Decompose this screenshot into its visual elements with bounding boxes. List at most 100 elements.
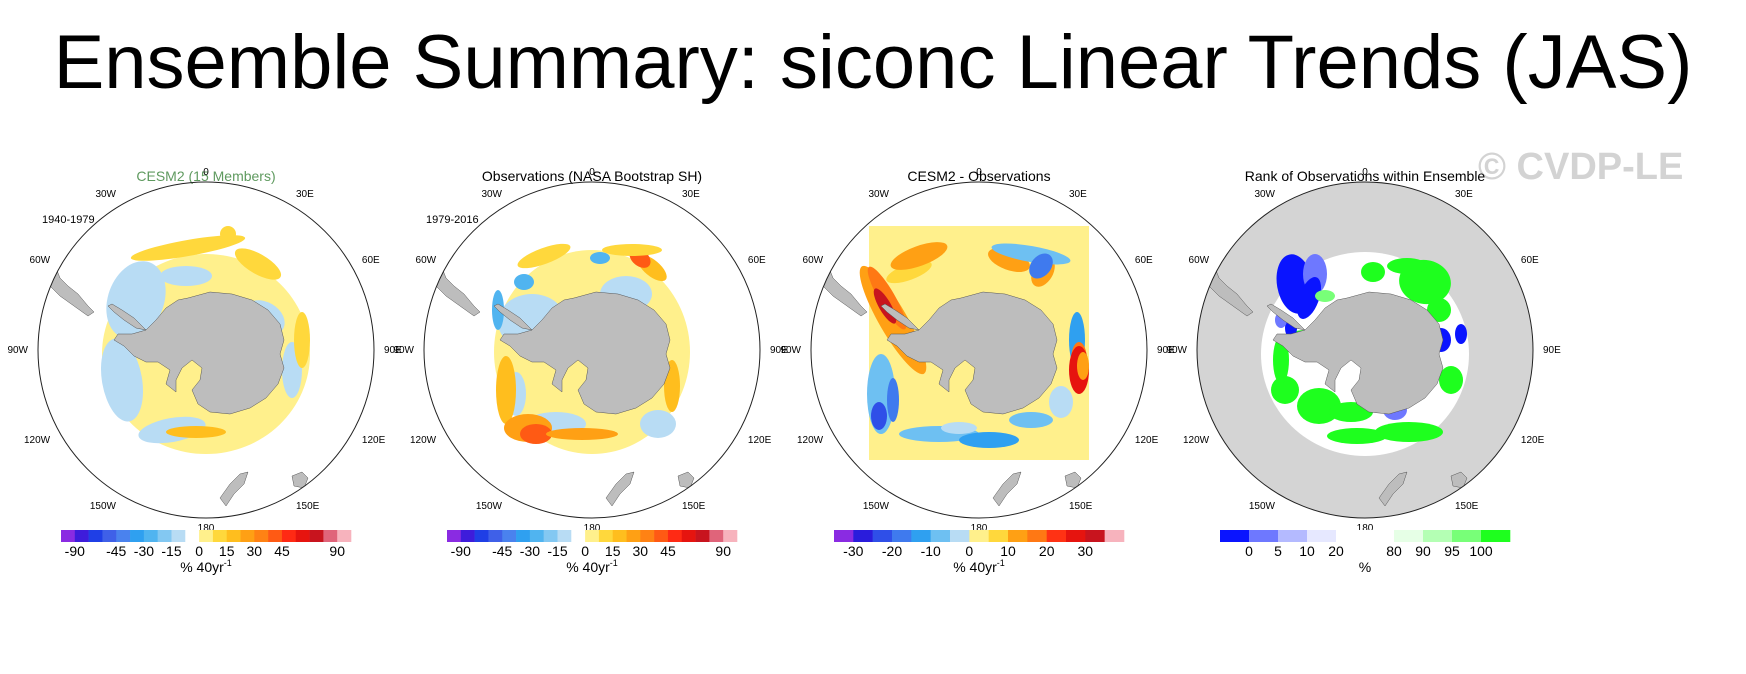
trend-patch (1077, 352, 1089, 380)
trend-patch (890, 242, 948, 270)
colorbar-swatch (143, 530, 158, 542)
antarctica (886, 291, 1058, 415)
colorbar-swatch (695, 530, 710, 542)
trend-patch (546, 428, 618, 440)
colorbar-swatch (667, 530, 683, 542)
panel-title-model: CESM2 (15 Members) (136, 168, 276, 184)
colorbar-rank: 0 5 10 20 80 90 95 100% (1220, 530, 1511, 575)
trend-patch (514, 274, 534, 290)
colorbar-swatch (212, 530, 228, 542)
map-boundary (37, 181, 375, 519)
colorbar-swatch (969, 530, 989, 542)
main-title: Ensemble Summary: siconc Linear Trends (… (53, 20, 1693, 105)
map-panel-observations: 0 30E 60E 90E 120E 150E 180 150W 120W 90W 60W 30W (393, 167, 788, 534)
colorbar-model: -90 -45 -30 -15 0 15 30 45 90 % 40yr-1 (61, 530, 352, 575)
south-america (818, 267, 868, 317)
longitude-label: 90E (770, 345, 788, 356)
new-zealand (1378, 471, 1408, 507)
longitude-label: 60W (30, 255, 51, 266)
trend-patch (640, 410, 676, 438)
colorbar-tick-label: -90 (451, 543, 471, 559)
new-zealand (605, 471, 635, 507)
colorbar-swatch (543, 530, 558, 542)
longitude-label: 120W (1183, 435, 1210, 446)
longitude-label: 30E (1069, 189, 1087, 200)
longitude-label: 60E (1521, 255, 1539, 266)
trend-patch (1455, 324, 1467, 344)
longitude-label: 120E (362, 435, 386, 446)
panel-title-observations: Observations (NASA Bootstrap SH) (481, 168, 703, 184)
longitude-label: 120E (1135, 435, 1159, 446)
longitude-label: 150W (476, 501, 503, 512)
antarctica (113, 291, 285, 415)
trend-patch (886, 260, 932, 284)
colorbar-units-superscript: -1 (610, 558, 618, 568)
antarctic-peninsula (880, 303, 920, 331)
colorbar-swatch (1423, 530, 1453, 542)
trend-patch (1315, 290, 1335, 302)
colorbar-swatch (337, 530, 352, 542)
map-field (431, 243, 695, 507)
colorbar-units-superscript: -1 (997, 558, 1005, 568)
tasmania (677, 471, 695, 489)
longitude-label: 150W (863, 501, 890, 512)
colorbar-swatch (171, 530, 186, 542)
colorbar-units-superscript: -1 (224, 558, 232, 568)
colorbar-swatch (116, 530, 131, 542)
watermark-text: © CVDP-LE (1478, 146, 1684, 188)
colorbar-tick-label: 90 (1415, 543, 1431, 559)
panel-title-rank: Rank of Observations within Ensemble (1244, 168, 1486, 184)
trend-patch (871, 402, 887, 430)
colorbar-swatch (1365, 530, 1395, 542)
colorbar-swatch (516, 530, 531, 542)
longitude-label: 180 (198, 523, 215, 534)
longitude-label: 0 (589, 167, 595, 178)
trend-patch (941, 422, 977, 434)
trend-patch (1387, 258, 1427, 274)
colorbar-tick-label: -90 (65, 543, 85, 559)
trend-patch (1297, 388, 1341, 424)
trend-patch (1361, 262, 1385, 282)
antarctic-peninsula (107, 303, 147, 331)
colorbar-swatch (502, 530, 517, 542)
colorbar-swatch (988, 530, 1009, 542)
map-field (1197, 182, 1533, 518)
colorbar-tick-label: -15 (547, 543, 567, 559)
colorbar-swatch (268, 530, 283, 542)
antarctic-peninsula (1266, 303, 1306, 331)
colorbar-swatch (930, 530, 951, 542)
colorbar-swatch (626, 530, 641, 542)
colorbar-units-label: % (1359, 559, 1371, 575)
colorbar-swatch (474, 530, 489, 542)
longitude-label: 150E (682, 501, 706, 512)
colorbar-swatch (1452, 530, 1482, 542)
map-boundary (1196, 181, 1534, 519)
trend-patch (1009, 412, 1053, 428)
trend-patch (1296, 277, 1322, 319)
longitude-label: 120W (797, 435, 824, 446)
landmasses (45, 267, 309, 507)
trend-patch (1271, 376, 1299, 404)
colorbar-swatch (950, 530, 970, 542)
colorbar-tick-label: 0 (965, 543, 973, 559)
longitude-label: 30E (682, 189, 700, 200)
longitude-label: 60W (1189, 255, 1210, 266)
longitude-label: 120E (748, 435, 772, 446)
colorbar-swatch (1220, 530, 1250, 542)
longitude-label: 180 (584, 523, 601, 534)
longitude-label: 150W (90, 501, 117, 512)
colorbar-swatch (1307, 530, 1337, 542)
colorbar-swatch (488, 530, 503, 542)
longitude-label: 150E (296, 501, 320, 512)
trend-patch (517, 243, 571, 269)
colorbar-swatch (309, 530, 324, 542)
landmasses (818, 267, 1082, 507)
colorbar-swatch (1481, 530, 1511, 542)
trend-patch (234, 248, 282, 280)
longitude-label: 0 (203, 167, 209, 178)
colorbar-units-label: % 40yr-1 (566, 558, 618, 575)
longitude-label: 0 (976, 167, 982, 178)
colorbar-swatch (834, 530, 854, 542)
colorbar-tick-label: -15 (161, 543, 181, 559)
colorbar-swatch (226, 530, 241, 542)
